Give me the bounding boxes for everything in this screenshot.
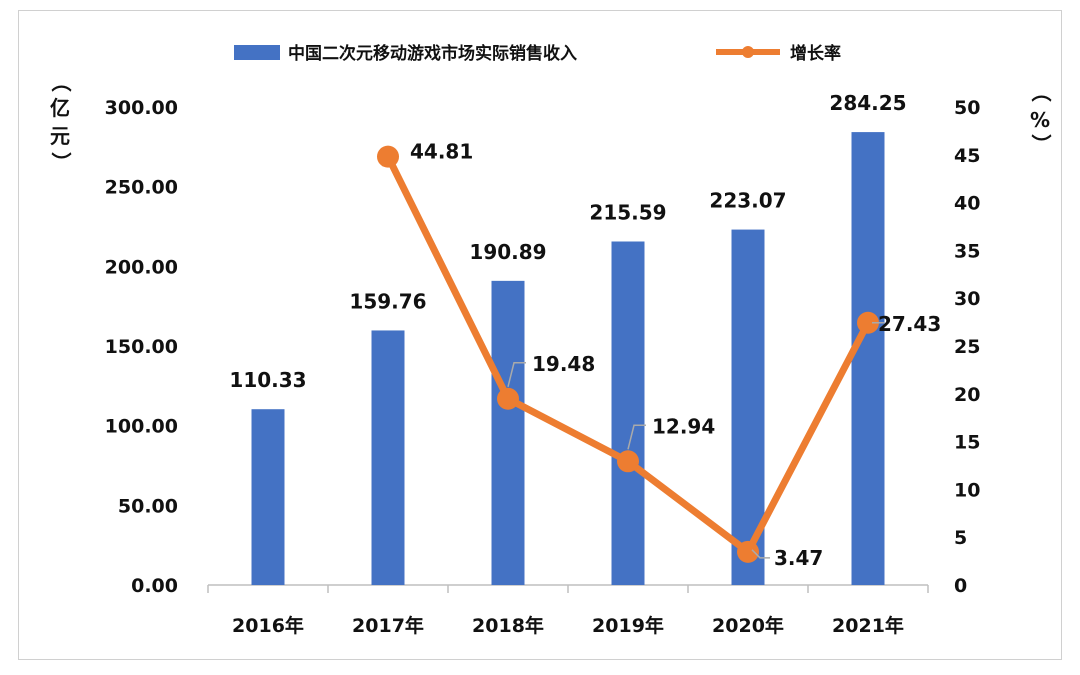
y-right-tick-label: 5 [954,527,967,549]
legend-bar-swatch [234,45,280,60]
bar [611,241,645,585]
data-labels: 110.33 159.76 190.89 215.59 223.07 284.25 44.8… [229,91,941,570]
x-tick-label: 2018年 [472,614,544,637]
line-point [857,311,879,334]
leader-line [507,362,526,387]
bar-value-label: 215.59 [589,200,666,224]
legend-bar-label: 中国二次元移动游戏市场实际销售收入 [288,43,577,64]
bar [251,409,285,585]
leader-line [751,549,770,559]
y-left-tick-label: 0.00 [131,575,178,597]
y-left-tick-label: 150.00 [105,336,178,358]
y-right-tick-label: 15 [954,432,980,454]
y-left-tick-label: 200.00 [105,256,178,278]
bar [491,280,525,585]
y-left-tick-label: 100.00 [105,416,178,438]
bar-value-label: 223.07 [709,189,786,213]
x-tick-label: 2020年 [712,614,784,637]
line-point [617,450,639,473]
y-right-tick-label: 10 [954,479,980,501]
x-tick-label: 2017年 [352,614,424,637]
y-left-unit-char: （ [49,72,73,92]
axes: 2016年 2017年 2018年 2019年 2020年 2021年 0.00 50.00 1… [105,97,981,637]
y-right-unit: （ % ） [1029,82,1053,154]
y-right-tick-label: 45 [954,145,980,167]
y-left-unit: （ 亿 元 ） [49,72,73,172]
y-right-unit-char: ） [1029,134,1053,154]
y-left-tick-label: 250.00 [105,177,178,199]
y-right-tick-label: 30 [954,288,980,310]
y-left-tick-label: 50.00 [118,495,178,517]
leader-line [627,424,646,450]
x-tick-label: 2016年 [232,614,304,637]
bar-value-label: 159.76 [349,289,426,313]
y-left-unit-char: 亿 [50,96,70,120]
y-right-unit-char: % [1030,108,1050,132]
x-tick-label: 2021年 [832,614,904,637]
line-point [737,540,759,563]
line-series [377,145,879,563]
y-right-tick-label: 40 [954,193,980,215]
y-right-tick-label: 25 [954,336,980,358]
line-point [377,145,399,168]
x-tick-label: 2019年 [592,614,664,637]
line-value-label: 12.94 [652,414,715,438]
y-right-tick-label: 50 [954,97,980,119]
y-left-unit-char: ） [49,152,73,172]
legend: 中国二次元移动游戏市场实际销售收入 增长率 [234,43,841,64]
y-right-tick-label: 20 [954,384,980,406]
line-value-label: 44.81 [410,140,473,164]
y-right-tick-label: 0 [954,575,967,597]
bar-value-label: 190.89 [469,240,546,264]
line-point [497,387,519,410]
legend-line-marker [742,46,754,58]
line-value-label: 19.48 [532,352,595,376]
bar-value-label: 110.33 [229,368,306,392]
y-right-unit-char: （ [1029,82,1053,102]
line-value-label: 27.43 [878,312,941,336]
y-right-tick-label: 35 [954,240,980,262]
bar [371,330,405,585]
y-left-tick-label: 300.00 [105,97,178,119]
y-left-unit-char: 元 [50,124,70,148]
legend-line-label: 增长率 [790,43,841,64]
chart-frame [18,10,1062,660]
bar-value-label: 284.25 [829,91,906,115]
bar [851,132,885,585]
line-value-label: 3.47 [774,546,823,570]
